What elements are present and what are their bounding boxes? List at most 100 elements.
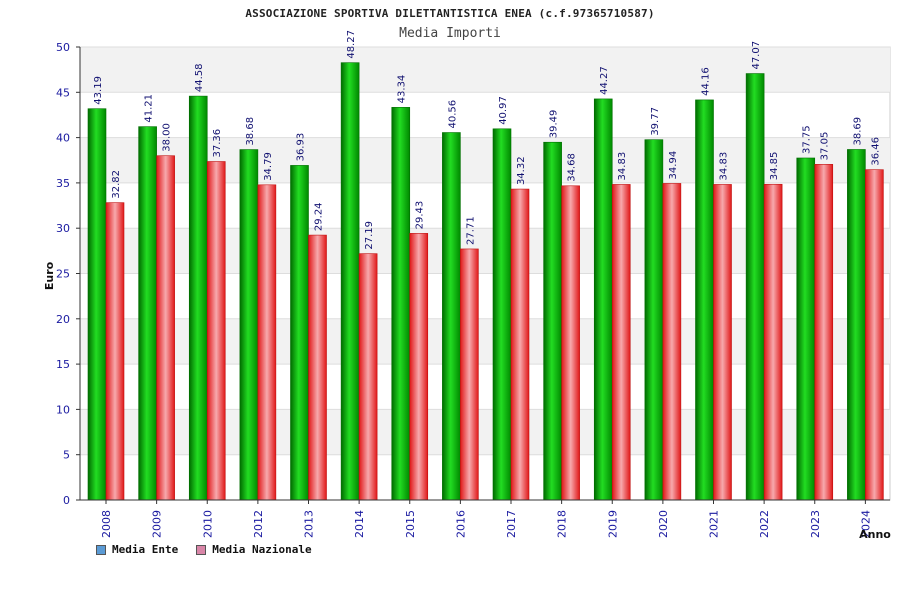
- bar-nazionale: [662, 183, 682, 501]
- bar-value-label: 40.56: [447, 100, 458, 129]
- bar-value-label: 29.24: [314, 202, 325, 231]
- y-tick-label: 30: [56, 222, 70, 235]
- bar-value-label: 37.75: [802, 125, 813, 154]
- bar-value-label: 34.68: [567, 153, 578, 182]
- bar-value-label: 38.00: [162, 123, 173, 152]
- y-tick-label: 20: [56, 313, 70, 326]
- chart-subtitle: Media Importi: [399, 26, 501, 41]
- bar-value-label: 39.49: [549, 110, 560, 139]
- bar-ente: [239, 149, 259, 501]
- bar-ente: [340, 62, 360, 501]
- bar-nazionale: [358, 253, 378, 501]
- bar-value-label: 34.94: [668, 151, 679, 180]
- legend-swatch-ente: [96, 544, 106, 555]
- y-axis-label: Euro: [43, 261, 56, 290]
- bar-nazionale: [460, 248, 479, 501]
- y-tick-label: 15: [56, 358, 70, 371]
- bar-value-label: 27.71: [465, 216, 476, 245]
- bar-value-label: 44.16: [701, 67, 712, 96]
- bar-ente: [695, 99, 714, 501]
- chart-title: ASSOCIAZIONE SPORTIVA DILETTANTISTICA EN…: [245, 7, 655, 20]
- bar-value-label: 47.07: [751, 41, 762, 70]
- y-tick-label: 5: [63, 449, 70, 462]
- bar-ente: [442, 132, 461, 501]
- bar-value-label: 32.82: [111, 170, 122, 199]
- y-tick-label: 35: [56, 177, 70, 190]
- bar-value-label: 36.93: [296, 133, 307, 162]
- x-tick-label: 2020: [657, 510, 670, 538]
- x-tick-label: 2008: [100, 510, 113, 538]
- legend-label-nazionale: Media Nazionale: [212, 543, 312, 556]
- bar-ente: [644, 139, 664, 501]
- x-tick-label: 2022: [758, 510, 771, 538]
- x-tick-label: 2023: [809, 510, 822, 538]
- bar-nazionale: [206, 161, 226, 501]
- bar-value-label: 37.36: [212, 129, 223, 158]
- x-tick-label: 2018: [556, 510, 569, 538]
- bar-value-label: 34.83: [617, 152, 628, 181]
- y-tick-label: 10: [56, 403, 70, 416]
- bar-nazionale: [865, 169, 884, 501]
- bar-ente: [796, 157, 816, 501]
- bar-value-label: 34.32: [516, 156, 527, 185]
- y-tick-label: 45: [56, 86, 70, 99]
- bar-nazionale: [510, 188, 530, 501]
- bar-value-label: 43.19: [93, 76, 104, 105]
- bar-value-label: 34.83: [719, 152, 730, 181]
- x-tick-label: 2013: [303, 510, 316, 538]
- legend-label-ente: Media Ente: [112, 543, 179, 556]
- bar-value-label: 37.05: [820, 132, 831, 161]
- x-axis-label: Anno: [859, 528, 891, 541]
- bar-ente: [593, 98, 613, 501]
- bars-group: 43.19 32.82 41.21 38.00 44.58 37.36 38.68 34.79…: [87, 30, 884, 501]
- bar-ente: [188, 95, 208, 501]
- legend: Media Ente Media Nazionale: [96, 543, 312, 556]
- y-tick-label: 40: [56, 132, 70, 145]
- x-tick-label: 2021: [708, 510, 721, 538]
- x-axis: 2008 2009 2010 2012 2013 2014 2015 2016 2017 2018…: [80, 499, 890, 538]
- bar-nazionale: [814, 164, 834, 501]
- bar-value-label: 38.68: [245, 117, 256, 146]
- legend-item-ente: Media Ente: [96, 543, 178, 556]
- bar-value-label: 40.97: [498, 96, 509, 125]
- bar-value-label: 38.69: [852, 117, 863, 146]
- y-axis: 0 5 10 15 20 25 30 35 40 45 50: [56, 41, 81, 507]
- bar-value-label: 43.34: [397, 75, 408, 104]
- bar-ente: [138, 126, 157, 501]
- x-tick-label: 2024: [859, 510, 872, 538]
- bar-nazionale: [105, 202, 125, 501]
- bar-value-label: 36.46: [870, 137, 881, 166]
- x-tick-label: 2009: [151, 510, 164, 538]
- bar-nazionale: [308, 234, 327, 501]
- bar-ente: [847, 149, 866, 501]
- bar-ente: [290, 165, 309, 501]
- bar-value-label: 34.79: [263, 152, 274, 181]
- x-tick-label: 2012: [252, 510, 265, 538]
- bar-nazionale: [409, 233, 429, 501]
- bar-value-label: 44.27: [599, 66, 610, 95]
- y-tick-label: 25: [56, 268, 70, 281]
- bar-ente: [543, 141, 562, 501]
- bar-ente: [87, 108, 107, 501]
- bar-value-label: 29.43: [415, 201, 426, 230]
- bar-value-label: 34.85: [769, 152, 780, 181]
- bar-value-label: 39.77: [650, 107, 661, 136]
- bar-nazionale: [611, 184, 631, 501]
- bar-value-label: 41.21: [144, 94, 155, 123]
- bar-ente: [391, 107, 411, 501]
- bar-value-label: 48.27: [346, 30, 357, 59]
- bar-value-label: 27.19: [364, 221, 375, 250]
- y-tick-label: 50: [56, 41, 70, 54]
- bar-value-label: 44.58: [194, 63, 205, 92]
- bar-ente: [492, 128, 512, 501]
- bar-nazionale: [561, 185, 580, 501]
- legend-swatch-nazionale: [196, 544, 207, 555]
- x-tick-label: 2019: [606, 510, 619, 538]
- x-tick-label: 2014: [353, 510, 366, 538]
- x-tick-label: 2010: [201, 510, 214, 538]
- y-tick-label: 0: [63, 494, 70, 507]
- bar-nazionale: [257, 184, 277, 501]
- x-tick-label: 2015: [404, 510, 417, 538]
